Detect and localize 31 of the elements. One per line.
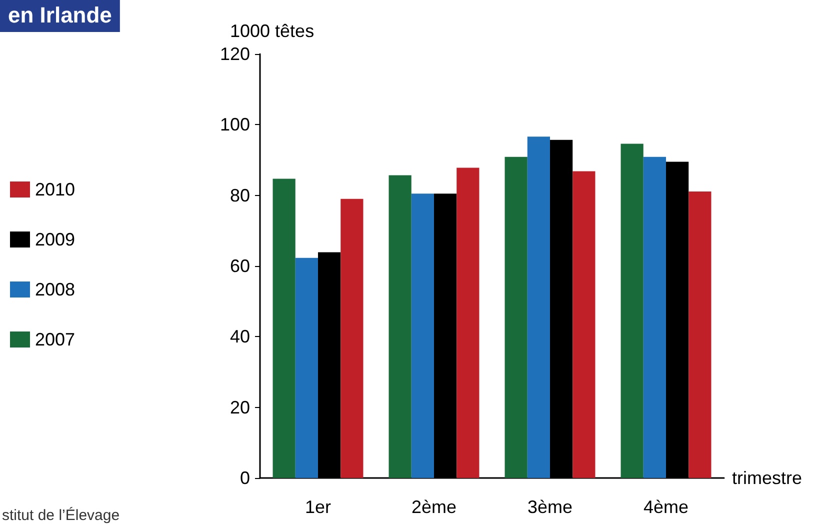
bar [688, 191, 712, 478]
y-tick-label: 120 [220, 44, 250, 64]
y-tick-label: 60 [230, 256, 250, 276]
bar [272, 178, 296, 478]
bar [643, 156, 666, 478]
y-tick-label: 0 [240, 468, 250, 488]
y-tick-label: 80 [230, 185, 250, 206]
legend-label: 2008 [35, 280, 76, 300]
legend-label: 2007 [35, 330, 76, 350]
y-axis-title: 1000 têtes [230, 21, 314, 41]
legend-label: 2009 [35, 230, 76, 250]
x-tick-label: 2ème [411, 497, 457, 517]
y-tick-label: 20 [230, 397, 250, 418]
x-tick-label: 1er [304, 497, 332, 517]
y-tick-label: 100 [220, 114, 250, 135]
legend-label: 2010 [35, 180, 76, 200]
bar [340, 198, 364, 478]
bar [295, 258, 318, 478]
bar [527, 136, 550, 478]
x-axis-title: trimestre [732, 468, 802, 488]
bar [504, 156, 528, 478]
x-tick-label: 4ème [643, 497, 689, 517]
y-tick-label: 40 [230, 326, 250, 347]
bar [456, 168, 480, 478]
bar [620, 144, 644, 478]
text: en Irlande [8, 2, 112, 28]
bar [411, 194, 434, 478]
bar [388, 175, 412, 478]
bar [572, 171, 596, 478]
text: stitut de l’Élevage [2, 506, 120, 524]
x-tick-label: 3ème [527, 497, 573, 517]
